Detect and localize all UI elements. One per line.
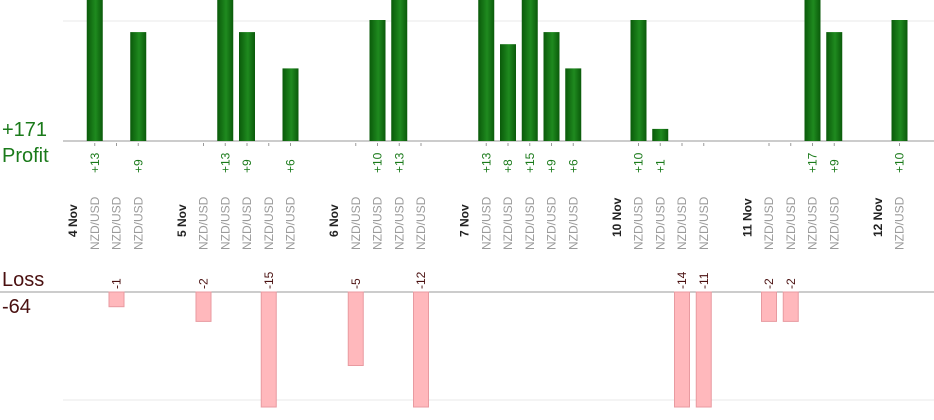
profit-value-label: +15 xyxy=(523,152,537,173)
profit-bar xyxy=(478,0,495,141)
pair-label: NZD/USD xyxy=(632,196,646,250)
profit-bar xyxy=(369,20,386,141)
loss-bar xyxy=(782,291,799,322)
pair-label: NZD/USD xyxy=(566,196,580,250)
pair-label: NZD/USD xyxy=(762,196,776,250)
bars xyxy=(86,0,908,408)
profit-bar xyxy=(521,0,538,141)
profit-value-label: +10 xyxy=(371,152,385,173)
loss-title-label: Loss xyxy=(2,269,44,291)
loss-value-label: -2 xyxy=(197,278,211,289)
profit-title-label: Profit xyxy=(2,145,49,167)
pair-label: NZD/USD xyxy=(349,196,363,250)
profit-value-label: +10 xyxy=(893,152,907,173)
profit-value-label: +13 xyxy=(392,152,406,173)
loss-value-label: -2 xyxy=(784,278,798,289)
profit-bar xyxy=(282,68,299,141)
loss-total-label: -64 xyxy=(2,296,31,318)
profit-value-label: +17 xyxy=(806,152,820,173)
date-label: 11 Nov xyxy=(740,198,754,237)
pair-label: NZD/USD xyxy=(806,196,820,250)
profit-bar xyxy=(130,32,147,141)
profit-bar xyxy=(804,0,821,141)
profit-total-label: +171 xyxy=(2,119,47,141)
loss-value-label: -15 xyxy=(262,271,276,289)
profit-bar xyxy=(86,0,103,141)
pair-label: NZD/USD xyxy=(392,196,406,250)
pair-label: NZD/USD xyxy=(371,196,385,250)
labels: 4 Nov NZD/USD +13 NZD/USD -1 NZD/USD +9 5 Nov NZ… xyxy=(66,152,907,289)
pair-label: NZD/USD xyxy=(414,196,428,250)
profit-bar xyxy=(500,44,516,142)
profit-value-label: +9 xyxy=(131,159,145,173)
profit-value-label: +8 xyxy=(501,159,515,173)
profit-value-label: +9 xyxy=(545,159,559,173)
loss-value-label: -5 xyxy=(349,278,363,289)
loss-bar xyxy=(347,291,364,366)
profit-value-label: +6 xyxy=(284,159,298,173)
pair-label: NZD/USD xyxy=(893,196,907,250)
profit-value-label: +10 xyxy=(632,152,646,173)
profit-bar xyxy=(391,0,408,141)
pair-label: NZD/USD xyxy=(784,196,798,250)
profit-value-label: +1 xyxy=(653,159,667,173)
profit-value-label: +13 xyxy=(218,152,232,173)
pair-label: NZD/USD xyxy=(197,196,211,250)
loss-bar xyxy=(761,291,777,322)
pair-label: NZD/USD xyxy=(675,196,689,250)
profit-bar xyxy=(652,128,669,141)
gridlines xyxy=(0,20,934,401)
loss-bar xyxy=(413,291,429,408)
loss-bar xyxy=(108,291,125,308)
pair-label: NZD/USD xyxy=(110,196,124,250)
pair-label: NZD/USD xyxy=(479,196,493,250)
pair-label: NZD/USD xyxy=(501,196,515,250)
profit-bar xyxy=(239,32,255,141)
loss-bar xyxy=(195,291,212,322)
profit-bar xyxy=(891,20,908,141)
pair-label: NZD/USD xyxy=(523,196,537,250)
profit-value-label: +13 xyxy=(88,152,102,173)
date-label: 6 Nov xyxy=(327,204,341,237)
date-label: 10 Nov xyxy=(610,197,624,237)
profit-bar xyxy=(543,32,560,141)
loss-bar xyxy=(695,291,712,408)
pair-label: NZD/USD xyxy=(827,196,841,250)
profit-value-label: +13 xyxy=(479,152,493,173)
loss-bar xyxy=(674,291,690,408)
date-label: 12 Nov xyxy=(871,197,885,237)
pair-label: NZD/USD xyxy=(240,196,254,250)
profit-bar xyxy=(826,32,843,141)
loss-bar xyxy=(260,291,277,408)
loss-value-label: -12 xyxy=(414,271,428,289)
profit-value-label: +6 xyxy=(566,159,580,173)
pair-label: NZD/USD xyxy=(262,196,276,250)
profit-bar xyxy=(217,0,234,141)
loss-value-label: -14 xyxy=(675,271,689,289)
pair-label: NZD/USD xyxy=(284,196,298,250)
profit-value-label: +9 xyxy=(240,159,254,173)
profit-bar xyxy=(630,20,647,141)
profit-bar xyxy=(565,68,582,141)
date-label: 7 Nov xyxy=(458,204,472,237)
pair-label: NZD/USD xyxy=(88,196,102,250)
pair-label: NZD/USD xyxy=(653,196,667,250)
pair-label: NZD/USD xyxy=(218,196,232,250)
loss-value-label: -1 xyxy=(110,278,124,289)
date-label: 4 Nov xyxy=(66,204,80,237)
loss-value-label: -2 xyxy=(762,278,776,289)
date-label: 5 Nov xyxy=(175,204,189,237)
profit-value-label: +9 xyxy=(827,159,841,173)
loss-value-label: -11 xyxy=(697,272,711,289)
pair-label: NZD/USD xyxy=(697,196,711,250)
pair-label: NZD/USD xyxy=(545,196,559,250)
pair-label: NZD/USD xyxy=(131,196,145,250)
